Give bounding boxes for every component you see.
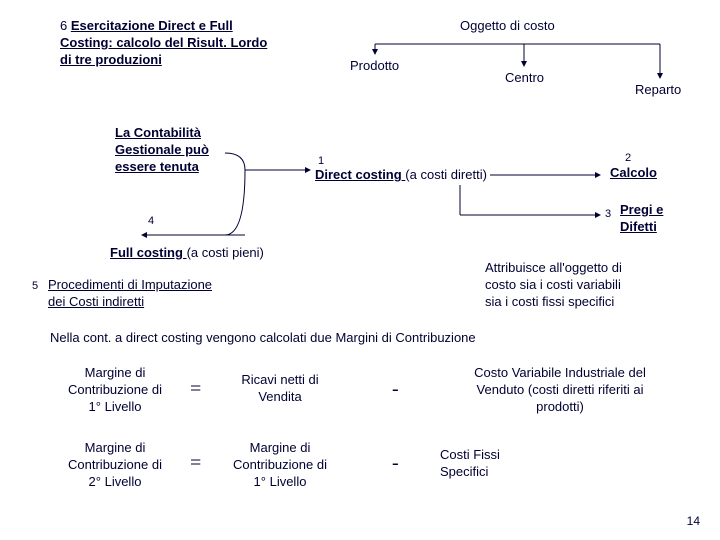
reparto-label: Reparto [635,82,681,97]
page-number: 14 [687,514,700,528]
eq1-left-l3: 1° Livello [89,399,142,414]
title-l3: di tre produzioni [60,52,162,67]
eq1-right-l1: Costo Variabile Industriale del [474,365,646,380]
eq2-op1: = [190,452,201,475]
eq2-mid-l3: 1° Livello [254,474,307,489]
title-num: 6 [60,18,67,33]
eq1-right-l3: prodotti) [536,399,584,414]
eq1-op2: - [392,378,399,401]
fc-paren: (a costi pieni) [187,245,264,260]
dc-label: Direct costing [315,167,405,182]
eq2-left-l3: 2° Livello [89,474,142,489]
dc-paren: (a costi diretti) [405,167,487,182]
fc-label: Full costing [110,245,187,260]
contabilita-block: La Contabilità Gestionale può essere ten… [115,125,209,176]
title-l2: Costing: calcolo del Risult. Lordo [60,35,267,50]
title-l1: Esercitazione Direct e Full [71,18,233,33]
intro-text: Nella cont. a direct costing vengono cal… [50,330,476,345]
eq2-left: Margine di Contribuzione di 2° Livello [50,440,180,491]
dc-num: 1 [318,155,324,167]
fc-num: 4 [148,215,154,227]
eq2-right-l1: Costi Fissi [440,447,500,462]
eq1-op1: = [190,378,201,401]
eq2-left-l2: Contribuzione di [68,457,162,472]
proc-num: 5 [32,280,38,292]
calc-label: Calcolo [610,165,657,180]
pd-num: 3 [605,208,611,220]
contabilita-l3: essere tenuta [115,159,199,174]
slide-title: 6 Esercitazione Direct e Full Costing: c… [60,18,320,69]
proc-l1: Procedimenti di Imputazione [48,277,212,292]
direct-costing: Direct costing (a costi diretti) [315,167,487,182]
pd-l2: Difetti [620,219,657,234]
eq1-right-l2: Venduto (costi diretti riferiti ai [477,382,644,397]
contabilita-l1: La Contabilità [115,125,201,140]
eq2-mid: Margine di Contribuzione di 1° Livello [215,440,345,491]
eq2-op2: - [392,452,399,475]
full-costing: Full costing (a costi pieni) [110,245,264,260]
eq2-left-l1: Margine di [85,440,146,455]
eq1-left: Margine di Contribuzione di 1° Livello [50,365,180,416]
eq2-mid-l2: Contribuzione di [233,457,327,472]
eq2-right-l2: Specifici [440,464,488,479]
eq1-mid-l2: Vendita [258,389,301,404]
eq2-mid-l1: Margine di [250,440,311,455]
cost-object-label: Oggetto di costo [460,18,555,33]
calc-num: 2 [625,152,631,164]
procedimenti: Procedimenti di Imputazione dei Costi in… [48,277,212,311]
centro-label: Centro [505,70,544,85]
contabilita-l2: Gestionale può [115,142,209,157]
eq1-left-l1: Margine di [85,365,146,380]
attr-l2: costo sia i costi variabili [485,277,621,292]
attribuisce-text: Attribuisce all'oggetto di costo sia i c… [485,260,622,311]
pd-l1: Pregi e [620,202,663,217]
eq1-right: Costo Variabile Industriale del Venduto … [440,365,680,416]
eq1-left-l2: Contribuzione di [68,382,162,397]
eq1-mid-l1: Ricavi netti di [241,372,318,387]
eq2-right: Costi Fissi Specifici [440,447,680,481]
attr-l1: Attribuisce all'oggetto di [485,260,622,275]
prodotto-label: Prodotto [350,58,399,73]
pregi-difetti: Pregi e Difetti [620,202,663,236]
proc-l2: dei Costi indiretti [48,294,144,309]
eq1-mid: Ricavi netti di Vendita [215,372,345,406]
attr-l3: sia i costi fissi specifici [485,294,614,309]
